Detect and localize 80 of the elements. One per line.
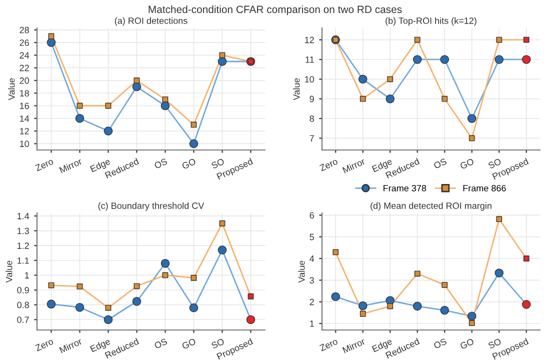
point bbox=[414, 36, 420, 43]
point bbox=[248, 293, 254, 300]
y-axis-title: Value bbox=[8, 78, 15, 100]
x-tick-label: Mirror bbox=[59, 158, 82, 174]
y-tick-label: 1.3 bbox=[18, 228, 29, 234]
point bbox=[387, 76, 394, 82]
chart-title: (a) ROI detections bbox=[114, 17, 188, 26]
x-tick-label: OS bbox=[433, 158, 448, 169]
point bbox=[134, 78, 140, 84]
y-tick-label: 9 bbox=[310, 96, 314, 102]
point bbox=[468, 320, 475, 326]
y-tick-label: 12 bbox=[305, 36, 314, 44]
y-tick-label: 1.2 bbox=[18, 242, 29, 249]
x-tick-label: GO bbox=[182, 158, 196, 170]
y-tick-label: 0.8 bbox=[17, 302, 29, 308]
y-tick-label: 14 bbox=[20, 115, 30, 122]
point bbox=[523, 36, 530, 43]
y-tick-label: 28 bbox=[20, 26, 29, 34]
x-tick-label: OS bbox=[154, 338, 168, 349]
y-tick-label: 11 bbox=[306, 56, 314, 63]
x-tick-label: Zero bbox=[34, 338, 54, 352]
y-axis-title: Value bbox=[298, 260, 305, 283]
point bbox=[360, 310, 366, 317]
x-tick-label: Mirror bbox=[342, 158, 366, 174]
point bbox=[468, 135, 475, 142]
y-tick-label: 5 bbox=[310, 234, 314, 240]
y-tick-label: 16 bbox=[20, 102, 29, 110]
x-tick-label: GO bbox=[182, 338, 196, 350]
y-tick-label: 26 bbox=[20, 40, 29, 46]
point bbox=[190, 274, 197, 281]
y-axis-title: Value bbox=[6, 260, 12, 283]
x-tick-label: GO bbox=[460, 158, 474, 170]
y-tick-label: 12 bbox=[20, 128, 29, 134]
point bbox=[360, 96, 366, 102]
legend-label: Frame 378 bbox=[384, 185, 426, 192]
point bbox=[496, 216, 502, 222]
x-tick-label: Mirror bbox=[342, 338, 366, 354]
y-tick-label: 4 bbox=[310, 256, 314, 262]
chart-title: (c) Boundary threshold CV bbox=[98, 202, 204, 211]
y-tick-label: 0.9 bbox=[17, 286, 29, 294]
chart-title: (d) Mean detected ROI margin bbox=[370, 202, 492, 211]
point bbox=[219, 220, 226, 226]
x-tick-label: OS bbox=[154, 158, 168, 169]
text: Matched-condition CFAR comparison on two RD cases bbox=[148, 5, 402, 16]
point bbox=[219, 52, 226, 58]
y-tick-label: 22 bbox=[20, 64, 29, 72]
y-tick-label: 10 bbox=[305, 76, 314, 83]
x-tick-label: GO bbox=[460, 338, 474, 350]
y-tick-label: 8 bbox=[310, 115, 314, 122]
point bbox=[387, 303, 394, 310]
legend-label: Frame 866 bbox=[463, 185, 506, 192]
y-tick-label: 2 bbox=[310, 298, 314, 306]
y-tick-label: 1 bbox=[310, 320, 314, 327]
x-tick-label: Zero bbox=[319, 338, 338, 352]
point bbox=[134, 283, 140, 290]
y-tick-label: 3 bbox=[310, 277, 314, 284]
point bbox=[332, 249, 339, 256]
y-tick-label: 1.1 bbox=[18, 257, 29, 264]
y-tick-label: 0.7 bbox=[17, 316, 29, 323]
point bbox=[442, 96, 448, 102]
x-tick-label: OS bbox=[433, 338, 448, 349]
y-tick-label: 1.4 bbox=[18, 213, 30, 220]
y-tick-label: 10 bbox=[20, 140, 30, 148]
point bbox=[442, 282, 448, 288]
y-tick-label: 20 bbox=[20, 77, 30, 84]
x-tick-label: Zero bbox=[34, 158, 54, 172]
point bbox=[496, 36, 502, 43]
x-tick-label: Mirror bbox=[59, 338, 82, 354]
y-tick-label: 18 bbox=[20, 90, 29, 96]
y-tick-label: 6 bbox=[310, 212, 314, 219]
chart-title: (b) Top-ROI hits (k=12) bbox=[386, 17, 476, 26]
point bbox=[162, 96, 168, 102]
x-tick-label: Zero bbox=[319, 158, 338, 172]
point bbox=[523, 256, 530, 262]
point bbox=[76, 284, 83, 290]
y-tick-label: 7 bbox=[310, 135, 314, 142]
y-axis-title: Value bbox=[293, 78, 300, 100]
y-tick-label: 1 bbox=[25, 272, 29, 278]
point bbox=[414, 270, 420, 277]
y-tick-label: 24 bbox=[20, 52, 30, 58]
